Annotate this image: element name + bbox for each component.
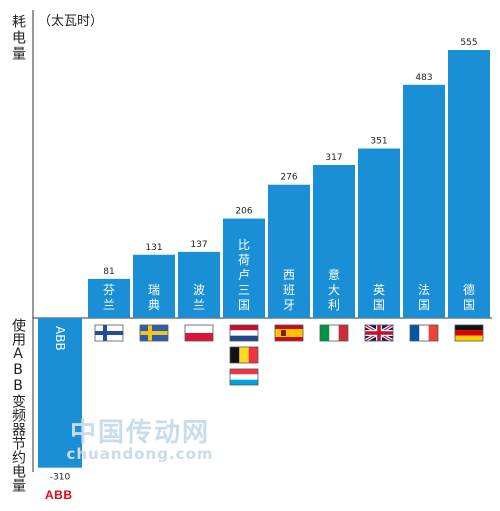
bar-5 xyxy=(268,184,310,318)
value-label-0: -310 xyxy=(50,473,71,483)
watermark: 中国传动网 chuandong.com xyxy=(50,412,230,463)
category-label-3: 波兰 xyxy=(193,283,205,312)
bar-8 xyxy=(403,84,445,318)
belgium-flag xyxy=(229,346,259,364)
category-label-1: 芬兰 xyxy=(103,283,115,312)
watermark-cn: 中国传动网 xyxy=(69,418,210,448)
value-label-3: 137 xyxy=(190,240,207,250)
watermark-en: chuandong.com xyxy=(66,445,214,463)
germany-flag xyxy=(454,324,484,342)
value-label-4: 206 xyxy=(235,207,252,217)
category-label-6: 意大利 xyxy=(328,267,340,312)
category-label-9: 德国 xyxy=(463,282,475,312)
category-label-7: 英国 xyxy=(373,283,385,312)
abb-logo: ABB xyxy=(45,488,73,502)
bar-6 xyxy=(313,164,355,318)
finland-flag xyxy=(94,324,124,342)
value-label-9: 555 xyxy=(460,38,477,48)
value-label-7: 351 xyxy=(370,137,387,147)
category-label-5: 西班牙 xyxy=(283,268,295,312)
bar-0 xyxy=(38,318,82,468)
value-label-6: 317 xyxy=(325,153,342,163)
bar-2 xyxy=(133,254,175,318)
netherlands-flag xyxy=(229,324,259,342)
value-label-5: 276 xyxy=(280,173,297,183)
luxembourg-flag xyxy=(229,368,259,386)
value-label-8: 483 xyxy=(415,73,432,83)
category-label-8: 法国 xyxy=(418,283,430,312)
bar-9 xyxy=(448,50,490,319)
united-kingdom-flag xyxy=(364,323,394,343)
bar-4 xyxy=(223,218,265,318)
bar-1 xyxy=(88,278,130,318)
value-label-2: 131 xyxy=(145,243,162,253)
sweden-flag xyxy=(139,324,169,342)
bar-3 xyxy=(178,251,220,318)
bar-7 xyxy=(358,148,400,318)
poland-flag xyxy=(184,324,214,342)
y-axis-title: 耗电量 xyxy=(10,14,26,62)
spain-flag xyxy=(274,324,304,342)
italy-flag xyxy=(319,324,349,342)
value-label-1: 81 xyxy=(103,267,114,277)
y-axis-negative-title: 使用ABB变频器节约电量 xyxy=(10,318,26,492)
category-label-2: 瑞典 xyxy=(148,283,160,312)
category-label-4: 比荷卢三国 xyxy=(238,238,250,312)
unit-label: （太瓦时） xyxy=(38,14,104,29)
france-flag xyxy=(409,324,439,342)
category-label-0: ABB xyxy=(53,326,67,351)
